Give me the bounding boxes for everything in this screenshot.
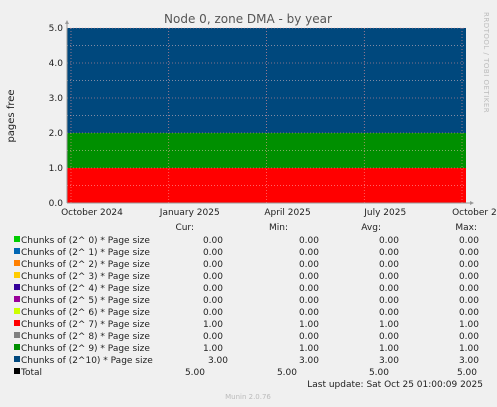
legend-swatch bbox=[14, 260, 20, 266]
legend-value-max: 0.00 bbox=[459, 296, 479, 306]
legend-value-cur: 0.00 bbox=[203, 248, 223, 258]
legend-value-avg: 3.00 bbox=[379, 356, 399, 366]
legend-value-avg: 1.00 bbox=[379, 320, 399, 330]
legend-label: Chunks of (2^ 3) * Page size bbox=[21, 272, 150, 282]
y-tick-label: 0.0 bbox=[49, 199, 64, 209]
legend-value-min: 0.00 bbox=[299, 248, 319, 258]
legend-value-avg: 0.00 bbox=[379, 260, 399, 270]
legend-swatch bbox=[14, 296, 20, 302]
legend-swatch bbox=[14, 308, 20, 314]
legend-value-cur: 0.00 bbox=[203, 272, 223, 282]
y-tick-label: 3.0 bbox=[49, 94, 64, 104]
x-tick-label: October 2025 bbox=[452, 208, 497, 218]
legend-value-cur: 0.00 bbox=[203, 236, 223, 246]
legend-header-min: Min: bbox=[269, 223, 288, 233]
legend-label: Chunks of (2^ 5) * Page size bbox=[21, 296, 150, 306]
legend-value-cur: 5.00 bbox=[185, 368, 205, 378]
legend-value-avg: 0.00 bbox=[379, 332, 399, 342]
legend-value-cur: 0.00 bbox=[203, 332, 223, 342]
legend-value-min: 0.00 bbox=[299, 260, 319, 270]
legend-value-max: 1.00 bbox=[459, 320, 479, 330]
legend-value-min: 0.00 bbox=[299, 236, 319, 246]
legend-value-min: 0.00 bbox=[299, 296, 319, 306]
legend-swatch bbox=[14, 272, 20, 278]
legend-label: Chunks of (2^ 2) * Page size bbox=[21, 260, 150, 270]
legend-value-min: 0.00 bbox=[299, 272, 319, 282]
y-tick-label: 4.0 bbox=[49, 59, 64, 69]
legend-value-max: 0.00 bbox=[459, 272, 479, 282]
legend-value-min: 0.00 bbox=[299, 284, 319, 294]
legend-label: Chunks of (2^10) * Page size bbox=[21, 356, 153, 366]
chart-title: Node 0, zone DMA - by year bbox=[164, 12, 332, 26]
legend-swatch bbox=[14, 344, 20, 350]
legend-value-cur: 3.00 bbox=[208, 356, 228, 366]
legend-label: Chunks of (2^ 8) * Page size bbox=[21, 332, 150, 342]
legend-label: Chunks of (2^ 6) * Page size bbox=[21, 308, 150, 318]
legend-swatch bbox=[14, 320, 20, 326]
legend-label: Chunks of (2^ 0) * Page size bbox=[21, 236, 150, 246]
x-tick-label: January 2025 bbox=[159, 208, 220, 218]
x-tick-label: October 2024 bbox=[61, 208, 123, 218]
legend-value-min: 1.00 bbox=[299, 344, 319, 354]
legend-value-avg: 0.00 bbox=[379, 284, 399, 294]
y-tick-label: 5.0 bbox=[49, 24, 64, 34]
legend-label: Chunks of (2^ 4) * Page size bbox=[21, 284, 150, 294]
y-axis-label: pages free bbox=[6, 89, 17, 142]
legend-header-cur: Cur: bbox=[175, 223, 194, 233]
legend-value-max: 1.00 bbox=[459, 344, 479, 354]
legend-value-min: 3.00 bbox=[299, 356, 319, 366]
x-tick-label: April 2025 bbox=[264, 208, 310, 218]
legend-value-max: 0.00 bbox=[459, 248, 479, 258]
legend-swatch bbox=[14, 236, 20, 242]
legend-value-max: 5.00 bbox=[457, 368, 477, 378]
legend-value-cur: 1.00 bbox=[203, 344, 223, 354]
legend-value-avg: 0.00 bbox=[379, 308, 399, 318]
legend-value-max: 0.00 bbox=[459, 332, 479, 342]
legend-swatch bbox=[14, 368, 20, 374]
legend-value-max: 0.00 bbox=[459, 308, 479, 318]
munin-version: Munin 2.0.76 bbox=[225, 393, 271, 401]
legend-value-max: 0.00 bbox=[459, 284, 479, 294]
legend-label: Total bbox=[20, 368, 42, 378]
legend-header-max: Max: bbox=[455, 223, 477, 233]
x-tick-label: July 2025 bbox=[363, 208, 406, 218]
legend-value-min: 0.00 bbox=[299, 332, 319, 342]
legend-label: Chunks of (2^ 1) * Page size bbox=[21, 248, 150, 258]
legend-value-cur: 1.00 bbox=[203, 320, 223, 330]
legend-swatch bbox=[14, 284, 20, 290]
legend-value-cur: 0.00 bbox=[203, 284, 223, 294]
legend-header-avg: Avg: bbox=[361, 223, 381, 233]
legend-label: Chunks of (2^ 9) * Page size bbox=[21, 344, 150, 354]
y-axis-arrow bbox=[65, 20, 69, 24]
last-update: Last update: Sat Oct 25 01:00:09 2025 bbox=[307, 380, 483, 390]
legend-swatch bbox=[14, 248, 20, 254]
rrdtool-watermark: RRDTOOL / TOBI OETIKER bbox=[482, 12, 490, 113]
legend-value-cur: 0.00 bbox=[203, 260, 223, 270]
y-tick-label: 1.0 bbox=[49, 164, 64, 174]
legend-label: Chunks of (2^ 7) * Page size bbox=[21, 320, 150, 330]
legend-value-min: 1.00 bbox=[299, 320, 319, 330]
legend-value-max: 3.00 bbox=[459, 356, 479, 366]
legend-value-avg: 0.00 bbox=[379, 248, 399, 258]
x-axis-arrow bbox=[470, 201, 474, 205]
legend-value-avg: 0.00 bbox=[379, 296, 399, 306]
legend-value-avg: 0.00 bbox=[379, 236, 399, 246]
legend-swatch bbox=[14, 332, 20, 338]
legend-value-cur: 0.00 bbox=[203, 296, 223, 306]
y-tick-label: 2.0 bbox=[49, 129, 64, 139]
legend-value-min: 5.00 bbox=[277, 368, 297, 378]
legend-value-avg: 0.00 bbox=[379, 272, 399, 282]
legend-value-avg: 1.00 bbox=[379, 344, 399, 354]
legend-value-min: 0.00 bbox=[299, 308, 319, 318]
legend-value-avg: 5.00 bbox=[369, 368, 389, 378]
legend-value-cur: 0.00 bbox=[203, 308, 223, 318]
legend-value-max: 0.00 bbox=[459, 236, 479, 246]
legend-value-max: 0.00 bbox=[459, 260, 479, 270]
legend-swatch bbox=[14, 356, 20, 362]
